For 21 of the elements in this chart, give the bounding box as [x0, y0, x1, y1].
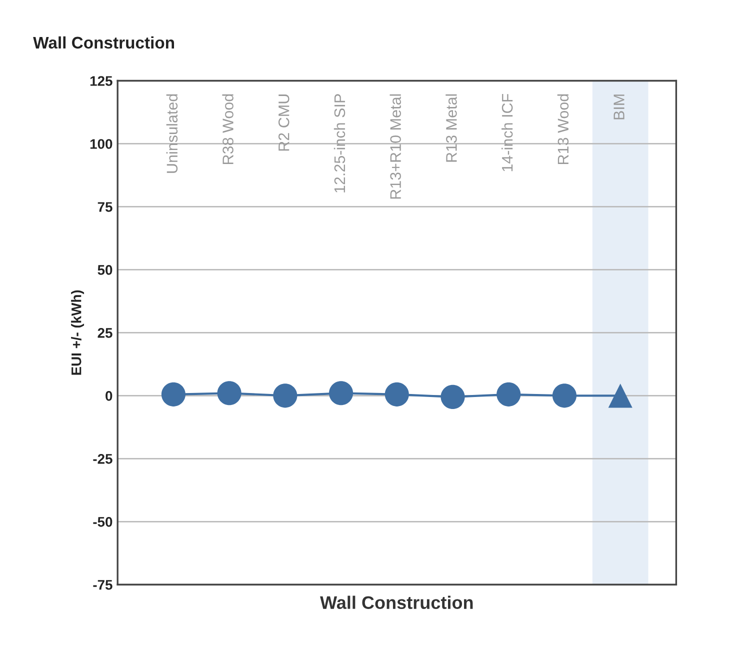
- x-tick-label: Uninsulated: [166, 94, 178, 173]
- y-tick-label: -75: [93, 580, 112, 590]
- text: Wall Construction: [320, 596, 473, 610]
- y-tick-label: -50: [93, 516, 112, 527]
- x-axis-title: Wall Construction: [33, 36, 174, 49]
- y-tick-label: 25: [98, 328, 112, 338]
- x-tick-label: 12.25-inch SIP: [334, 94, 346, 192]
- x-tick-label: R13+R10 Metal: [390, 94, 401, 199]
- x-tick-label: R38 Wood: [222, 94, 234, 164]
- y-tick-label: 50: [98, 265, 112, 275]
- y-tick-label: 0: [106, 391, 112, 401]
- y-tick-label: 75: [98, 202, 112, 212]
- y-tick-label: -25: [93, 454, 112, 464]
- x-tick-label: BIM: [614, 94, 624, 120]
- y-axis-title: EUI +/- (kWh): [71, 290, 84, 375]
- y-tick-label: 100: [90, 139, 112, 149]
- x-tick-label: R2 CMU: [278, 94, 290, 151]
- x-tick-label: 14-inch ICF: [502, 94, 513, 172]
- x-tick-label: R13 Wood: [557, 94, 569, 164]
- y-tick-label: 125: [90, 76, 112, 86]
- x-tick-label: R13 Metal: [446, 94, 457, 162]
